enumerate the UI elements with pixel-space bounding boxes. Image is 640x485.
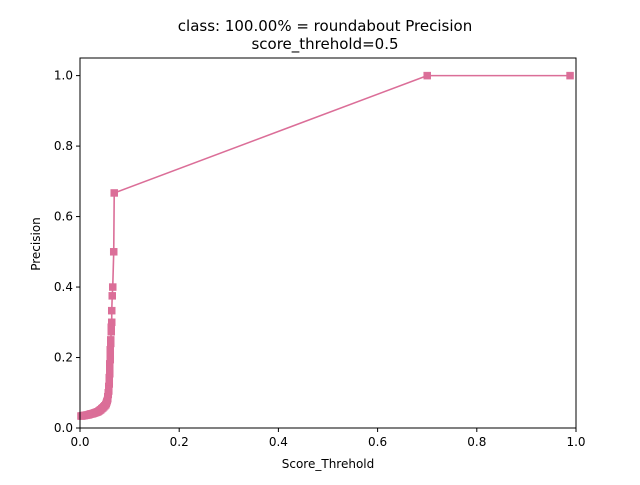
data-point — [77, 412, 85, 420]
chart-title: class: 100.00% = roundabout Precision — [178, 17, 472, 35]
data-point — [107, 328, 115, 336]
data-point — [109, 248, 118, 256]
y-tick-label: 1.0 — [54, 69, 73, 83]
y-tick-label: 0.2 — [54, 351, 73, 365]
data-point — [110, 189, 118, 197]
data-point — [108, 292, 116, 300]
x-tick-label: 0.6 — [368, 435, 387, 449]
x-tick-label: 0.4 — [269, 435, 288, 449]
chart-subtitle: score_threhold=0.5 — [251, 35, 398, 54]
plot-area: 0.0 0.2 0.4 0.6 0.8 1.0 0.0 0.2 0.4 0.6 0.8 1.0 — [54, 57, 586, 449]
y-tick-label: 0.0 — [54, 421, 73, 435]
y-tick-label: 0.8 — [54, 139, 73, 153]
y-axis-label: Precision — [29, 217, 43, 271]
data-point — [108, 283, 117, 291]
x-tick-label: 0.0 — [70, 435, 89, 449]
x-tick-label: 0.8 — [467, 435, 486, 449]
data-point — [107, 306, 116, 315]
x-tick-label: 0.2 — [170, 435, 189, 449]
series-line — [80, 74, 571, 417]
x-axis-label: Score_Threhold — [282, 457, 375, 471]
data-point — [107, 339, 115, 348]
data-point — [566, 71, 574, 80]
data-point — [423, 71, 431, 80]
x-tick-label: 1.0 — [566, 435, 585, 449]
plot-frame — [79, 57, 577, 429]
y-tick-label: 0.4 — [54, 280, 73, 294]
y-tick-label: 0.6 — [54, 210, 73, 224]
